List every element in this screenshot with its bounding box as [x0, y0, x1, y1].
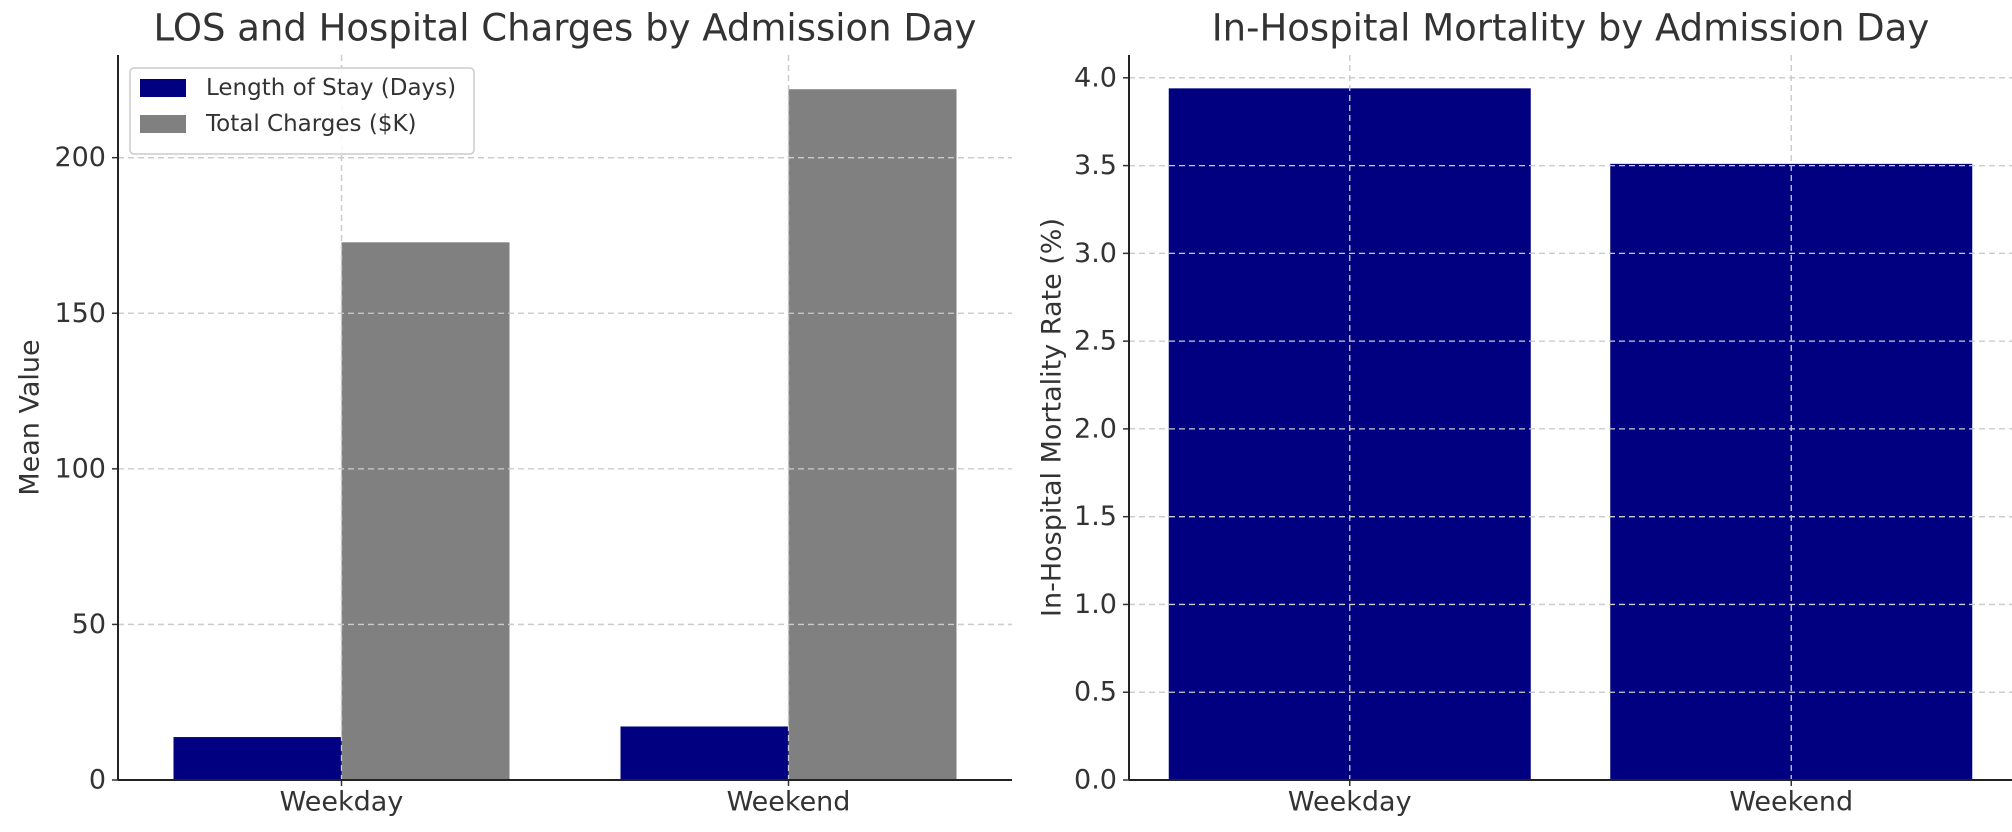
legend-swatch	[140, 79, 186, 97]
y-tick-label: 150	[54, 298, 106, 329]
y-tick-label: 3.0	[1074, 238, 1117, 269]
legend-label: Total Charges ($K)	[205, 111, 417, 137]
chart-title: In-Hospital Mortality by Admission Day	[1212, 7, 1929, 50]
bar-weekend-series-1	[788, 89, 957, 780]
bar-weekday	[1168, 88, 1531, 780]
y-tick-label: 1.5	[1074, 501, 1117, 532]
y-tick-label: 0.0	[1074, 765, 1117, 796]
bar-weekend-series-0	[620, 726, 789, 780]
y-tick-label: 200	[54, 142, 106, 173]
y-tick-label: 3.5	[1074, 150, 1117, 181]
x-tick-label: Weekend	[727, 787, 851, 818]
y-tick-label: 0	[89, 765, 106, 796]
y-tick-label: 2.0	[1074, 413, 1117, 444]
legend-box	[129, 67, 475, 155]
y-axis-label: Mean Value	[15, 339, 46, 495]
x-tick-label: Weekday	[280, 787, 404, 818]
y-tick-label: 1.0	[1074, 589, 1117, 620]
y-axis-label: In-Hospital Mortality Rate (%)	[1037, 218, 1068, 617]
bar-weekday-series-0	[173, 737, 342, 780]
legend-label: Length of Stay (Days)	[206, 75, 456, 101]
x-tick-label: Weekend	[1729, 787, 1853, 818]
y-tick-label: 2.5	[1074, 326, 1117, 357]
legend-swatch	[140, 115, 186, 133]
x-tick-label: Weekday	[1288, 787, 1412, 818]
y-tick-label: 4.0	[1074, 62, 1117, 93]
bar-weekday-series-1	[341, 242, 510, 780]
chart-title: LOS and Hospital Charges by Admission Da…	[154, 7, 977, 50]
y-tick-label: 100	[54, 453, 106, 484]
y-tick-label: 0.5	[1074, 677, 1117, 708]
y-tick-label: 50	[72, 609, 106, 640]
